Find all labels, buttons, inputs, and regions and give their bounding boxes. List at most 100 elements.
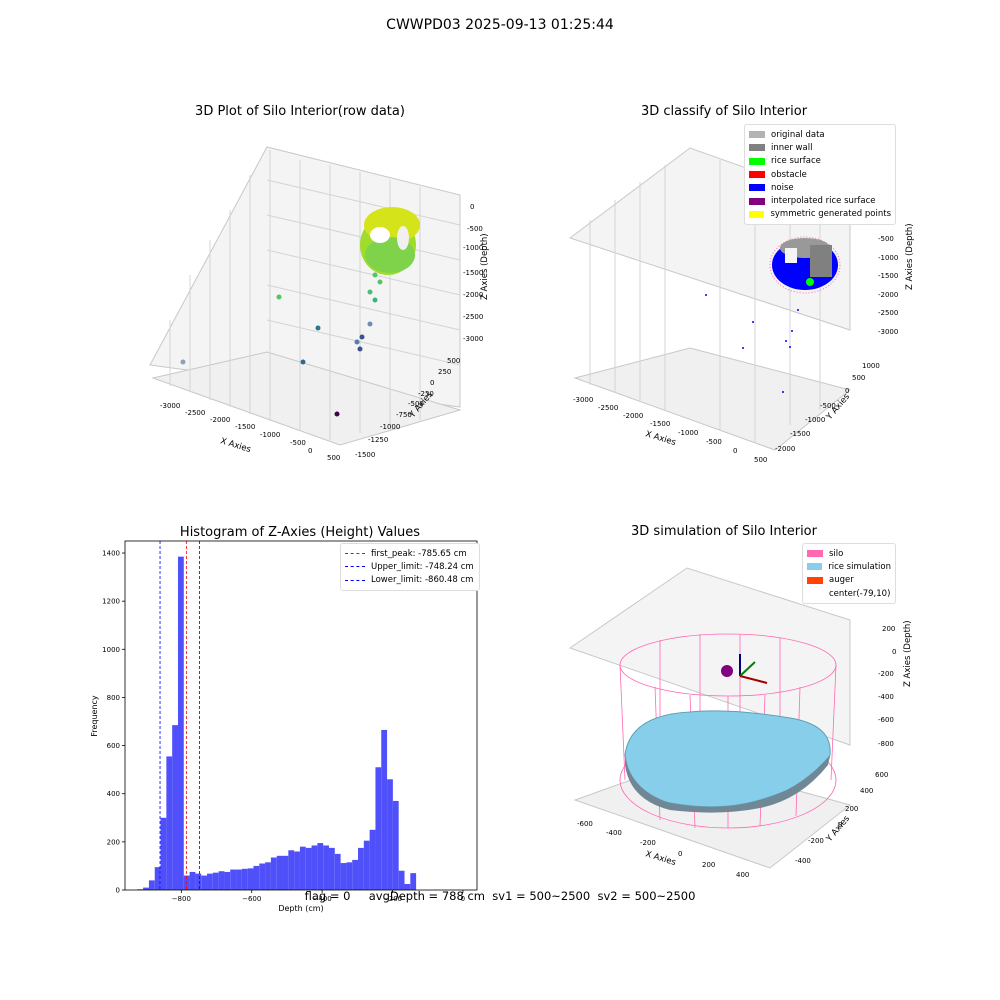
histogram-ytick-label: 1200 <box>102 598 120 606</box>
histogram-bar <box>265 862 271 890</box>
legend-entry: obstacle <box>749 168 891 181</box>
histogram-title: Histogram of Z-Axies (Height) Values <box>180 525 420 540</box>
legend-entry: first_peak: -785.65 cm <box>345 547 475 560</box>
raw3d-xtick: 0 <box>308 447 312 455</box>
histogram-bar <box>346 862 353 890</box>
histogram-bar <box>410 873 417 890</box>
simulation3d-xlabel: X Axies <box>644 849 677 868</box>
raw3d-points <box>180 207 420 417</box>
raw3d-z-ticks: 0 -500 -1000 -1500 -2000 -2500 -3000 <box>463 203 483 343</box>
classify3d-ztick: -2500 <box>878 309 898 317</box>
histogram-bar <box>305 847 312 890</box>
classify3d-xtick: -1000 <box>678 429 698 437</box>
histogram-ytick-label: 800 <box>107 694 120 702</box>
histogram-x-ticks: −800 −600 −400 −200 0 <box>172 890 465 903</box>
histogram-bar <box>189 871 196 890</box>
histogram-ytick-label: 1400 <box>102 550 120 558</box>
histogram-bar <box>143 887 149 890</box>
raw3d-ztick: -2000 <box>463 291 483 299</box>
histogram-bar <box>381 729 388 890</box>
histogram-ytick-label: 1000 <box>102 646 120 654</box>
histogram-chart: Histogram of Z-Axies (Height) Values −80… <box>90 525 478 913</box>
histogram-ytick-label: 400 <box>107 790 120 798</box>
raw3d-xtick: -3000 <box>160 402 180 410</box>
histogram-bar <box>195 873 202 890</box>
histogram-bar <box>172 725 178 890</box>
classify3d-legend: original data inner wall rice surface obsta… <box>744 124 896 226</box>
legend-label: rice simulation <box>828 561 891 572</box>
classify3d-points <box>705 236 841 393</box>
histogram-bar <box>323 845 329 890</box>
raw3d-ytick: 0 <box>430 379 434 387</box>
legend-label: inner wall <box>771 142 813 153</box>
raw3d-xtick: -2500 <box>185 409 205 417</box>
classify3d-ztick: -1000 <box>878 254 898 262</box>
legend-label: auger <box>829 575 854 586</box>
histogram-bar <box>392 800 399 890</box>
figure-title: CWWPD03 2025-09-13 01:25:44 <box>386 17 614 33</box>
legend-swatch <box>749 197 765 205</box>
silo-wireframe <box>619 633 837 829</box>
histogram-xtick-label: −600 <box>242 895 261 903</box>
legend-entry: interpolated rice surface <box>749 194 891 207</box>
legend-swatch <box>749 184 765 192</box>
histogram-bar <box>224 871 231 890</box>
histogram-bar <box>270 857 277 890</box>
simulation3d-ztick: 200 <box>882 625 895 633</box>
classify3d-xtick: 0 <box>733 447 737 455</box>
raw3d-ztick: -500 <box>467 225 483 233</box>
histogram-bar <box>276 855 283 890</box>
raw3d-xtick: 500 <box>327 454 340 462</box>
raw3d-xtick: -1000 <box>260 431 280 439</box>
histogram-bar <box>259 863 266 890</box>
raw3d-ytick: -1250 <box>368 436 388 444</box>
histogram-bar <box>154 867 161 890</box>
histogram-bar <box>230 869 237 890</box>
raw3d-xlabel: X Axies <box>219 436 252 455</box>
legend-swatch <box>807 590 823 598</box>
classify3d-ytick: -1500 <box>790 430 810 438</box>
raw3d-xtick: -2000 <box>210 416 230 424</box>
classify3d-zlabel: Z Axies (Depth) <box>905 223 915 290</box>
raw3d-ytick: -1000 <box>380 423 400 431</box>
histogram-xtick-label: −200 <box>383 895 402 903</box>
classify3d-y-ticks: 1000 500 0 -500 -1000 -1500 -2000 <box>775 362 880 453</box>
legend-label: rice surface <box>771 156 821 167</box>
classify3d-title: 3D classify of Silo Interior <box>640 104 808 119</box>
simulation3d-ytick: 400 <box>860 787 873 795</box>
raw3d-xtick: -500 <box>290 439 306 447</box>
histogram-bar <box>311 845 318 890</box>
raw3d-xtick: -1500 <box>235 423 255 431</box>
legend-label: Upper_limit: -748.24 cm <box>371 561 474 572</box>
histogram-vlines <box>159 541 200 890</box>
legend-entry: noise <box>749 181 891 194</box>
raw3d-ytick: -500 <box>408 400 424 408</box>
raw3d-ztick: -1500 <box>463 269 483 277</box>
legend-swatch <box>807 563 823 571</box>
histogram-bar <box>241 868 248 890</box>
simulation3d-legend: silo rice simulation auger center(-79,10) <box>802 543 896 605</box>
classify3d-x-ticks: -3000 -2500 -2000 -1500 -1000 -500 0 500 <box>573 396 767 464</box>
histogram-bar <box>207 873 213 890</box>
simulation3d-xtick: 200 <box>702 861 715 869</box>
classify3d-xtick: -3000 <box>573 396 593 404</box>
raw3d-ztick: -3000 <box>463 335 483 343</box>
histogram-bar <box>294 851 300 890</box>
classify3d-xtick: -2500 <box>598 404 618 412</box>
raw3d-ytick: -250 <box>418 390 434 398</box>
raw3d-ztick: 0 <box>470 203 474 211</box>
histogram-bar <box>387 779 393 890</box>
histogram-bar <box>375 767 382 890</box>
simulation3d-zlabel: Z Axies (Depth) <box>903 620 913 687</box>
histogram-bar <box>363 840 370 890</box>
histogram-bar <box>218 871 225 890</box>
legend-entry: Lower_limit: -860.48 cm <box>345 574 475 587</box>
legend-swatch <box>345 579 365 581</box>
histogram-bar <box>236 869 242 890</box>
legend-entry: silo <box>807 547 891 560</box>
raw3d-x-ticks: -3000 -2500 -2000 -1500 -1000 -500 0 500 <box>160 402 340 462</box>
histogram-bar <box>334 853 341 890</box>
classify3d-xtick: -500 <box>706 438 722 446</box>
raw3d-zlabel: Z Axies (Depth) <box>480 233 490 300</box>
legend-entry: original data <box>749 128 891 141</box>
